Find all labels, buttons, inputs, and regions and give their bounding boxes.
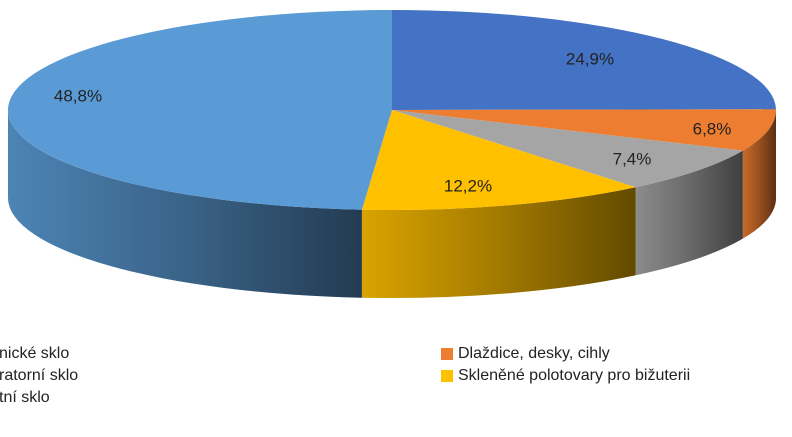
data-label: 24,9% <box>566 49 614 68</box>
data-label: 7,4% <box>613 149 652 168</box>
pie-tops <box>7 10 776 210</box>
pie-slice <box>361 110 636 210</box>
data-label: 12,2% <box>444 176 492 195</box>
legend-label: ratorní sklo <box>0 367 78 384</box>
side-shade <box>742 110 776 239</box>
pie-slice <box>7 10 392 210</box>
legend-swatch <box>441 370 453 382</box>
legend-label: nické sklo <box>0 345 69 362</box>
legend-label: tní sklo <box>0 389 50 406</box>
side-shade <box>635 150 743 276</box>
pie-sides <box>8 110 776 298</box>
legend: nické sklo Dlaždice, desky, cihly ratorní … <box>0 345 690 406</box>
pie-slice <box>392 10 776 110</box>
pie-slice <box>392 109 776 151</box>
side-shade <box>8 110 362 298</box>
legend-label: Dlaždice, desky, cihly <box>458 345 610 362</box>
legend-label: Skleněné polotovary pro bižuterii <box>458 367 690 384</box>
data-labels: 24,9% 6,8% 7,4% 12,2% 48,8% <box>54 49 731 195</box>
side-shade <box>361 187 636 298</box>
data-label: 6,8% <box>693 119 732 138</box>
legend-swatch <box>441 348 453 360</box>
pie-slice <box>392 110 743 188</box>
data-label: 48,8% <box>54 86 102 105</box>
